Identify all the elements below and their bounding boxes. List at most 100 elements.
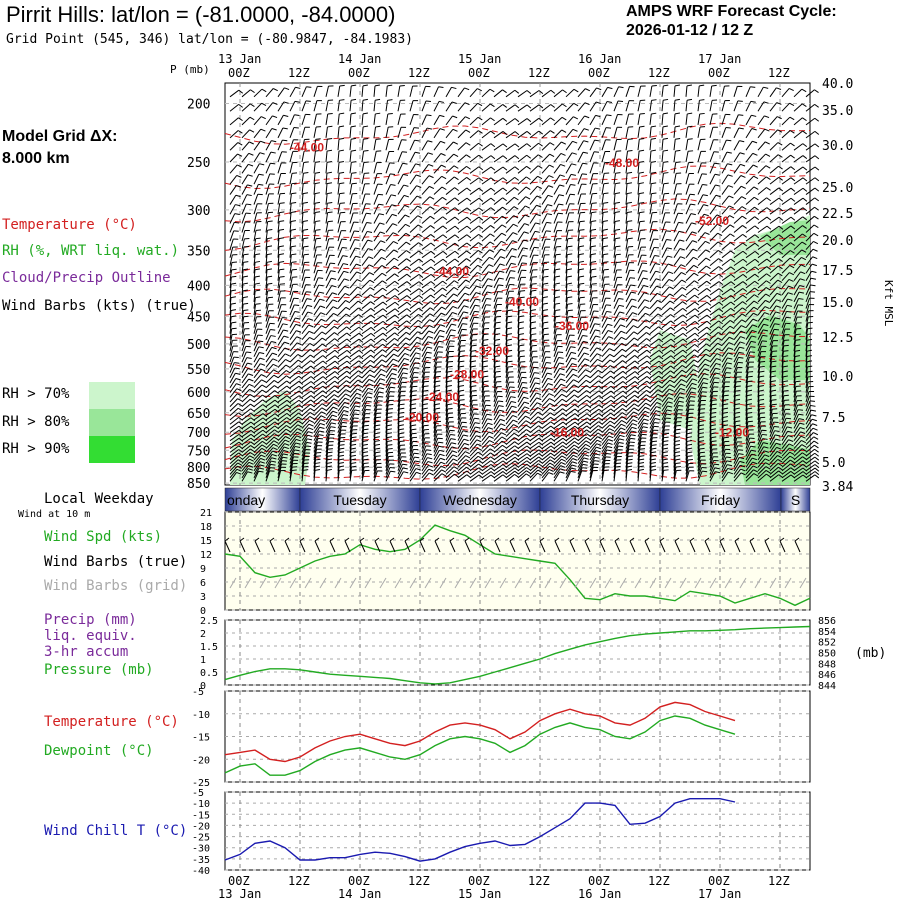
wind-barb-shaft	[577, 417, 588, 425]
wind-barb-flag	[278, 228, 285, 231]
wind-barb-flag	[483, 344, 489, 347]
wind-barb-flag	[427, 152, 433, 155]
wind-barb-shaft	[505, 196, 515, 205]
wind-barb-flag	[666, 409, 672, 412]
wind-barb-shaft	[673, 326, 684, 335]
wind-barb-flag	[358, 338, 364, 343]
wind-barb-shaft	[625, 114, 630, 125]
wind-barb-shaft	[481, 427, 489, 437]
wind-barb-shaft	[265, 246, 268, 258]
wind-barb-flag	[711, 411, 717, 414]
wind-barb-flag	[322, 360, 328, 365]
wind-barb-shaft	[253, 461, 261, 472]
wind-barb-flag	[598, 385, 604, 390]
wind-barb-shaft	[241, 421, 252, 429]
wind-barb-flag	[549, 164, 555, 168]
wind-barb-shaft	[241, 461, 250, 472]
wind-barb-flag	[418, 281, 424, 286]
wind-barb-flag	[554, 275, 561, 278]
wind-barb-flag	[380, 368, 386, 372]
wind-barb-flag	[674, 125, 681, 128]
wind-barb-shaft	[445, 250, 456, 259]
wind-barb-shaft	[349, 151, 352, 163]
wind-barb-flag	[452, 115, 458, 119]
wind-barb-flag	[278, 245, 284, 248]
wind-barb-shaft	[241, 184, 248, 195]
wind-barb-shaft	[433, 457, 441, 468]
wind-barb-shaft	[337, 338, 348, 346]
wind-barb-shaft	[469, 463, 479, 472]
wind-barb-shaft	[661, 221, 666, 233]
wind-barb-shaft	[697, 387, 703, 398]
wind-barb-shaft	[505, 371, 509, 383]
wind-barb-shaft	[601, 230, 604, 242]
wind-barb-flag	[262, 425, 268, 430]
wind-barb-shaft	[445, 340, 451, 352]
wind-barb-flag	[570, 184, 576, 186]
wind-barb-shaft	[613, 470, 616, 482]
wind-barb-flag	[602, 220, 609, 223]
wind-barb-shaft	[577, 115, 585, 126]
wind-barb-flag	[339, 182, 345, 185]
wind-barb-shaft	[277, 359, 286, 368]
wind-barb-flag	[597, 436, 603, 440]
wind-barb-shaft	[457, 187, 468, 195]
wind-barb-flag	[691, 382, 697, 386]
wind-barb-flag	[495, 327, 501, 330]
wind-barb-flag	[507, 360, 513, 363]
wind-barb-flag	[704, 363, 710, 367]
wind-barb-flag	[562, 425, 568, 430]
wind-barb-shaft	[325, 319, 335, 329]
wind-barb-flag	[362, 451, 369, 454]
wind-barb-flag	[331, 414, 338, 418]
wind-barb-shaft	[505, 474, 515, 482]
wind-barb-shaft	[325, 100, 329, 112]
wind-barb-flag	[476, 439, 482, 443]
wind-barb-shaft	[625, 470, 628, 482]
wind-barb-flag	[591, 220, 597, 223]
wind-barb-shaft	[529, 90, 540, 98]
wind-barb-shaft	[361, 364, 371, 374]
wind-barb-shaft	[685, 404, 690, 416]
wind-barb-shaft	[481, 187, 492, 195]
wind-barb-flag	[694, 349, 699, 353]
wind-barb-shaft	[661, 466, 664, 478]
wind-barb-shaft	[613, 456, 618, 468]
wind-barb-shaft	[553, 340, 558, 352]
wind-barb-shaft	[457, 129, 467, 139]
wind-barb-shaft	[289, 238, 292, 250]
wind-barb-flag	[621, 412, 627, 416]
wind-barb-flag	[574, 394, 579, 399]
wind-barb-flag	[608, 342, 614, 346]
wind-barb-flag	[327, 451, 333, 454]
wind-barb-shaft	[289, 449, 296, 461]
wind-barb-shaft	[481, 316, 486, 328]
wind-barb-flag	[548, 468, 554, 472]
wind-barb-flag	[631, 426, 637, 430]
wind-barb-shaft	[469, 207, 480, 215]
wind-barb-flag	[375, 428, 381, 431]
wind-barb-shaft	[589, 304, 594, 316]
wind-barb-flag	[645, 312, 651, 316]
wind-barb-shaft	[493, 464, 504, 472]
wind-barb-shaft	[397, 273, 408, 282]
wind-barb-shaft	[469, 404, 474, 416]
wind-barb-flag	[607, 330, 613, 333]
wind-barb-flag	[338, 137, 344, 140]
wind-barb-shaft	[625, 212, 628, 224]
wind-barb-shaft	[469, 257, 479, 266]
wind-barb-shaft	[313, 291, 320, 303]
wind-barb-shaft	[613, 390, 624, 398]
wind-barb-shaft	[265, 276, 268, 289]
wind-barb-shaft	[421, 307, 431, 316]
wind-barb-shaft	[613, 354, 623, 363]
wind-barb-flag	[718, 326, 723, 331]
wind-barb-shaft	[565, 437, 575, 446]
wind-barb-flag	[610, 365, 615, 369]
wind-barb-flag	[538, 130, 543, 135]
wind-barb-flag	[278, 237, 284, 240]
wind-barb-shaft	[709, 174, 716, 185]
wind-barb-flag	[634, 394, 639, 399]
wind-barb-flag	[322, 365, 328, 370]
wind-barb-flag	[370, 327, 376, 331]
